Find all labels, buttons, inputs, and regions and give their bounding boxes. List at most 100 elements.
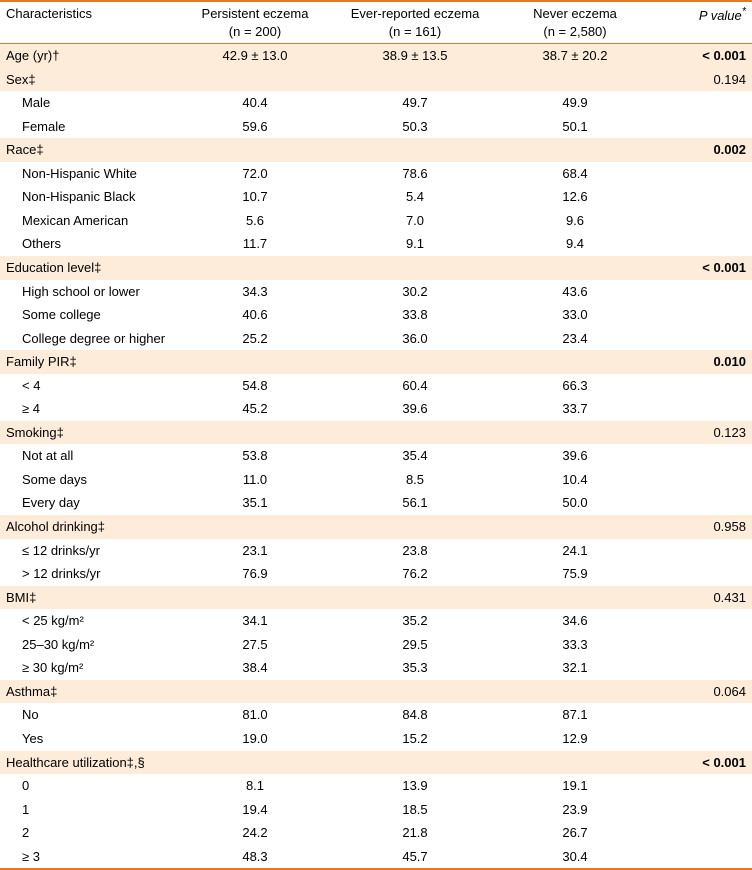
cell-c1: BMI‡ [0,586,180,610]
cell-c2: 11.0 [180,468,330,492]
cell-c5 [650,491,752,515]
table-row: Some days11.08.510.4 [0,468,752,492]
cell-c2: 59.6 [180,115,330,139]
cell-c5 [650,656,752,680]
cell-c3: 7.0 [330,209,500,233]
cell-c1: Some college [0,303,180,327]
header-ever-line2: (n = 161) [389,24,441,39]
cell-c5: 0.064 [650,680,752,704]
cell-c1: Non-Hispanic White [0,162,180,186]
table-row: < 454.860.466.3 [0,374,752,398]
cell-c3 [330,751,500,775]
cell-c5 [650,91,752,115]
cell-c1: Others [0,232,180,256]
cell-c2: 23.1 [180,539,330,563]
table-row: Non-Hispanic Black10.75.412.6 [0,185,752,209]
cell-c1: Smoking‡ [0,421,180,445]
cell-c2 [180,515,330,539]
cell-c3 [330,256,500,280]
table-row: High school or lower34.330.243.6 [0,280,752,304]
header-ever: Ever-reported eczema (n = 161) [330,1,500,44]
cell-c5 [650,468,752,492]
cell-c1: No [0,703,180,727]
cell-c4: 23.9 [500,798,650,822]
table-row: ≥ 445.239.633.7 [0,397,752,421]
cell-c5 [650,115,752,139]
table-row: > 12 drinks/yr76.976.275.9 [0,562,752,586]
cell-c5 [650,209,752,233]
cell-c4: 32.1 [500,656,650,680]
cell-c2 [180,68,330,92]
table-row: No81.084.887.1 [0,703,752,727]
cell-c3: 21.8 [330,821,500,845]
cell-c3: 50.3 [330,115,500,139]
cell-c4: 49.9 [500,91,650,115]
cell-c4: 12.9 [500,727,650,751]
cell-c1: Age (yr)† [0,44,180,68]
cell-c1: Not at all [0,444,180,468]
cell-c4: 39.6 [500,444,650,468]
cell-c4: 26.7 [500,821,650,845]
cell-c5 [650,703,752,727]
cell-c2: 25.2 [180,327,330,351]
table-row: Yes19.015.212.9 [0,727,752,751]
section-row: Age (yr)†42.9 ± 13.038.9 ± 13.538.7 ± 20… [0,44,752,68]
cell-c2: 81.0 [180,703,330,727]
cell-c5: 0.123 [650,421,752,445]
cell-c4: 33.3 [500,633,650,657]
cell-c5 [650,162,752,186]
cell-c5 [650,727,752,751]
cell-c4 [500,68,650,92]
header-persistent-line1: Persistent eczema [202,6,309,21]
cell-c3: 35.4 [330,444,500,468]
cell-c1: Yes [0,727,180,751]
table-row: Mexican American5.67.09.6 [0,209,752,233]
cell-c2: 38.4 [180,656,330,680]
cell-c3 [330,586,500,610]
cell-c1: > 12 drinks/yr [0,562,180,586]
cell-c1: < 25 kg/m² [0,609,180,633]
cell-c1: Female [0,115,180,139]
header-pvalue-label: P value* [699,8,746,23]
cell-c5 [650,444,752,468]
cell-c5 [650,327,752,351]
cell-c4: 50.0 [500,491,650,515]
cell-c3: 5.4 [330,185,500,209]
header-ever-line1: Ever-reported eczema [351,6,480,21]
table-row: Others11.79.19.4 [0,232,752,256]
cell-c1: ≥ 30 kg/m² [0,656,180,680]
table-row: Female59.650.350.1 [0,115,752,139]
cell-c2: 27.5 [180,633,330,657]
cell-c1: 25–30 kg/m² [0,633,180,657]
header-never: Never eczema (n = 2,580) [500,1,650,44]
cell-c2: 40.4 [180,91,330,115]
cell-c3 [330,421,500,445]
cell-c3: 8.5 [330,468,500,492]
cell-c4: 87.1 [500,703,650,727]
cell-c4: 30.4 [500,845,650,870]
cell-c3: 18.5 [330,798,500,822]
cell-c5 [650,374,752,398]
cell-c1: Education level‡ [0,256,180,280]
cell-c4: 12.6 [500,185,650,209]
cell-c1: Every day [0,491,180,515]
cell-c3: 60.4 [330,374,500,398]
cell-c4: 19.1 [500,774,650,798]
cell-c5: 0.002 [650,138,752,162]
cell-c5 [650,280,752,304]
table-row: Not at all53.835.439.6 [0,444,752,468]
header-never-line1: Never eczema [533,6,617,21]
cell-c2 [180,680,330,704]
cell-c3: 49.7 [330,91,500,115]
section-row: Sex‡0.194 [0,68,752,92]
cell-c3 [330,138,500,162]
cell-c4: 38.7 ± 20.2 [500,44,650,68]
table-row: ≥ 348.345.730.4 [0,845,752,870]
cell-c3: 38.9 ± 13.5 [330,44,500,68]
cell-c3: 39.6 [330,397,500,421]
cell-c1: ≤ 12 drinks/yr [0,539,180,563]
cell-c2: 10.7 [180,185,330,209]
cell-c1: Male [0,91,180,115]
section-row: BMI‡0.431 [0,586,752,610]
cell-c1: ≥ 4 [0,397,180,421]
